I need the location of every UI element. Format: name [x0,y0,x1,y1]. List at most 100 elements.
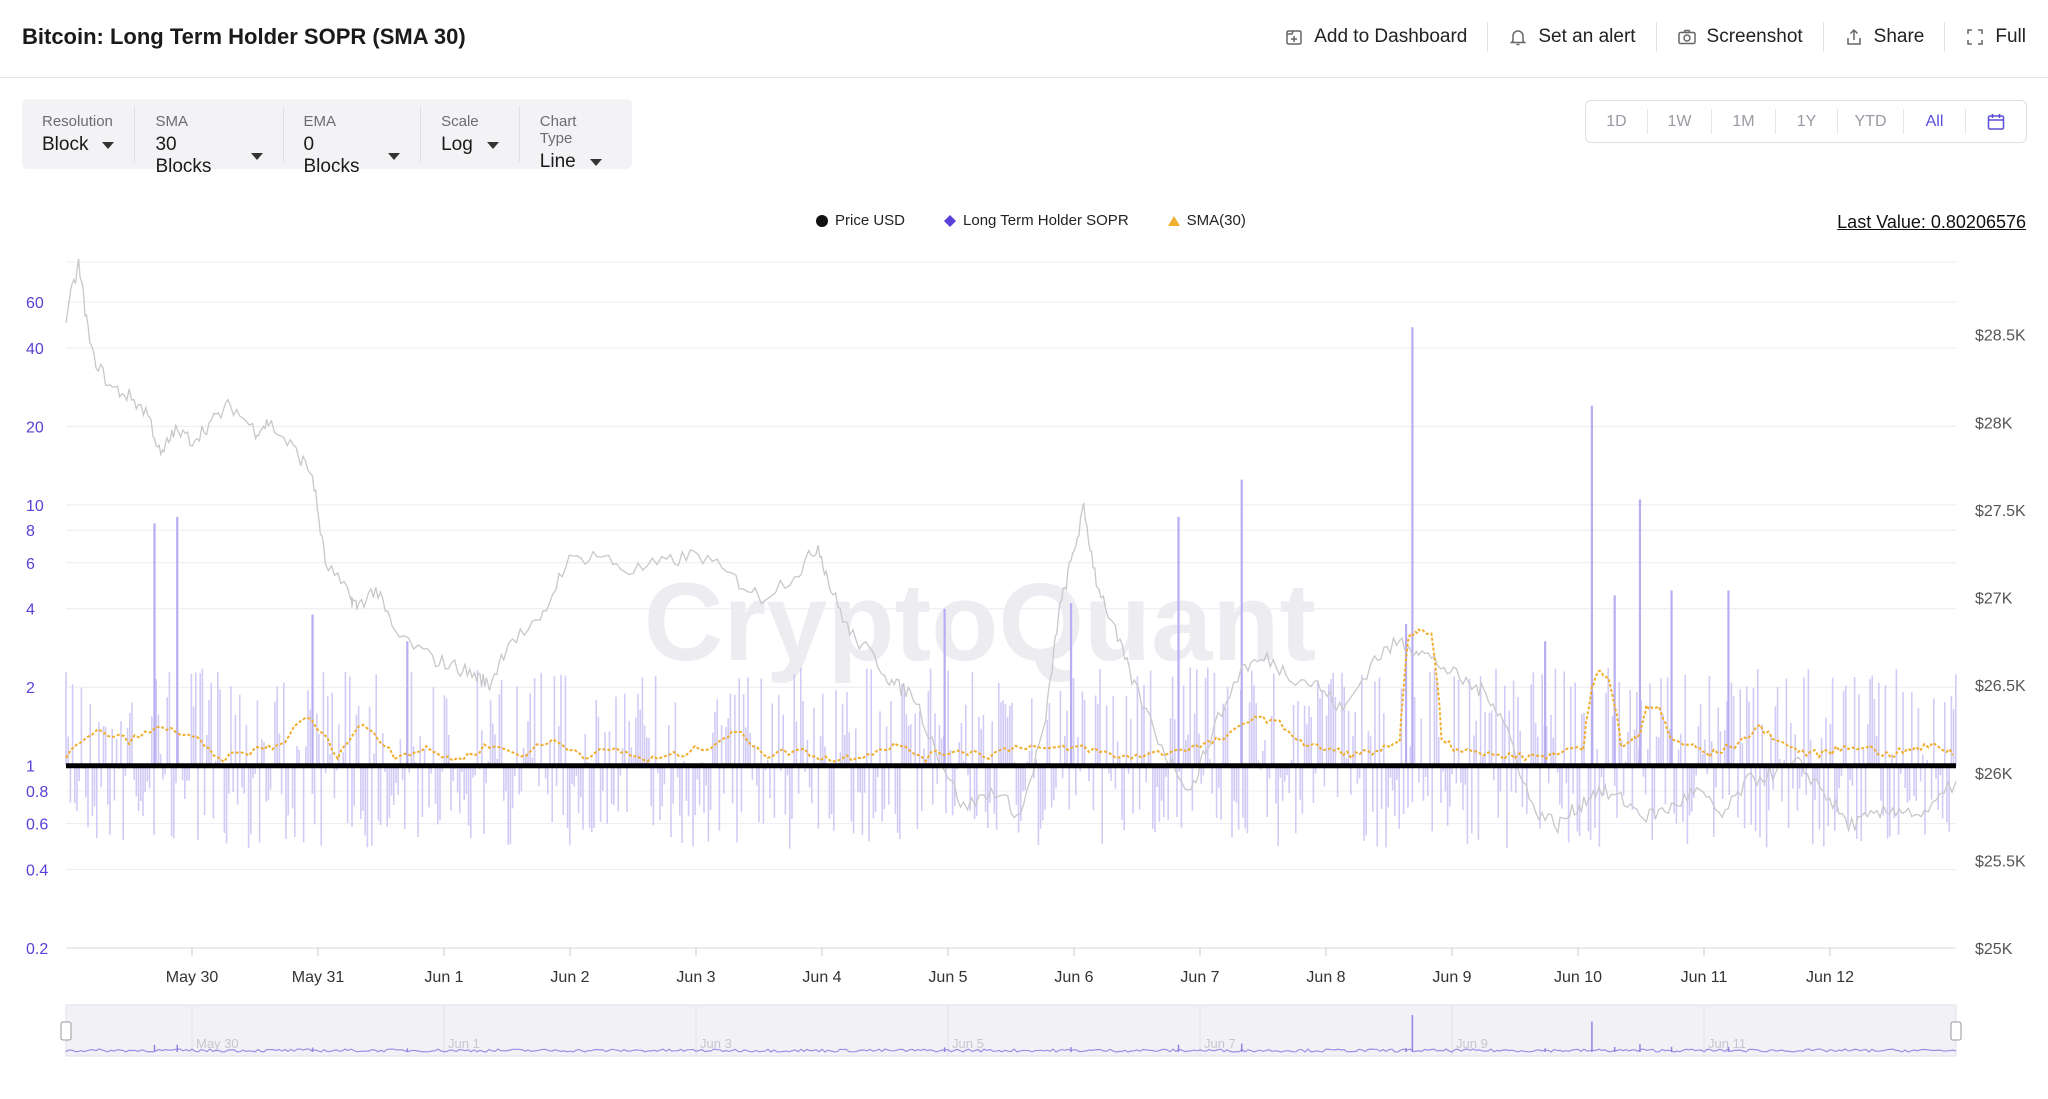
x-axis-tick-label: Jun 11 [1681,969,1728,986]
resolution-select[interactable]: Resolution Block [22,106,136,162]
action-divider [1944,22,1946,52]
screenshot-label: Screenshot [1706,26,1803,47]
chevron-down-icon [102,141,115,149]
right-axis: $28.5K $28K $27.5K $27K $26.5K $26K $25.5K $25K [1975,328,2026,958]
page-title: Bitcoin: Long Term Holder SOPR (SMA 30) [22,24,466,49]
scale-value: Log [441,134,473,155]
screenshot-button[interactable]: Screenshot [1657,22,1823,52]
left-axis-tick-label: 0.4 [26,862,48,879]
left-axis-tick-label: 0.8 [26,784,48,801]
share-icon [1846,28,1861,45]
x-axis-tick-label: May 31 [292,969,345,986]
last-value: Last Value: 0.80206576 [1837,212,2026,232]
legend-item-price[interactable]: Price USD [815,212,905,229]
right-axis-tick-label: $25.5K [1975,853,2026,870]
price-series [65,258,1957,835]
sma-label: SMA [155,113,188,130]
scale-label: Scale [441,113,479,130]
range-1m-button[interactable]: 1M [1712,109,1776,134]
x-axis-tick-label: Jun 6 [1054,969,1093,986]
range-all-button[interactable]: All [1904,109,1966,134]
navigator-tick-label: Jun 9 [1456,1036,1488,1051]
right-axis-tick-label: $28.5K [1975,328,2026,345]
range-1d-button[interactable]: 1D [1586,109,1648,134]
action-divider [1822,22,1824,52]
circle-marker-icon [816,214,828,227]
share-label: Share [1873,26,1925,47]
left-axis: 60 40 20 10 8 6 4 2 1 0.8 0.6 0.4 0.2 [26,295,48,958]
chart-type-select[interactable]: Chart Type Line [520,106,632,172]
navigator-tick-label: May 30 [196,1036,239,1051]
ema-label: EMA [303,113,337,130]
x-axis: May 30 May 31 Jun 1 Jun 2 Jun 3 Jun 4 Jun 5 Jun… [66,947,1956,986]
range-selector: 1D 1W 1M 1Y YTD All [1585,100,2027,143]
navigator-handle-right[interactable] [1950,1021,1962,1041]
sma-line [65,628,1954,764]
range-ytd-button[interactable]: YTD [1838,109,1904,134]
left-axis-tick-label: 10 [26,498,44,515]
range-1w-button[interactable]: 1W [1648,109,1712,134]
x-axis-tick-label: May 30 [166,969,219,986]
triangle-marker-icon [1167,215,1180,226]
sma-select[interactable]: SMA 30 Blocks [135,106,284,177]
set-alert-button[interactable]: Set an alert [1488,22,1655,52]
navigator-tick-label: Jun 7 [1204,1036,1236,1051]
fullscreen-label: Full [1995,26,2026,47]
range-1y-button[interactable]: 1Y [1776,109,1838,134]
sma-value: 30 Blocks [155,134,212,177]
calendar-button[interactable] [1966,109,2026,134]
left-axis-tick-label: 60 [26,295,44,312]
add-to-dashboard-button[interactable]: Add to Dashboard [1264,22,1487,52]
navigator-tick-label: Jun 5 [952,1036,984,1051]
right-axis-tick-label: $27K [1975,591,2013,608]
diamond-marker-icon [944,214,957,227]
navigator-background [65,1004,1957,1057]
left-axis-tick-label: 6 [26,556,35,573]
right-axis-tick-label: $26K [1975,766,2013,783]
x-axis-tick-label: Jun 2 [550,969,589,986]
left-axis-tick-label: 2 [26,680,35,697]
chevron-down-icon [250,152,263,160]
chevron-down-icon [589,158,602,166]
chevron-down-icon [388,152,401,160]
legend-item-sopr[interactable]: Long Term Holder SOPR [943,212,1129,229]
navigator-handle-left[interactable] [60,1021,72,1041]
header-actions: Add to Dashboard Set an alert Screenshot… [1264,22,2026,52]
chart-type-label: Chart Type [539,113,577,147]
left-axis-tick-label: 8 [26,523,35,540]
fullscreen-icon [1967,29,1984,45]
x-axis-tick-label: Jun 4 [802,969,841,986]
fullscreen-button[interactable]: Full [1945,22,2026,52]
right-axis-tick-label: $26.5K [1975,678,2026,695]
x-axis-tick-label: Jun 1 [424,969,463,986]
chart-type-value: Line [539,151,576,172]
chart-controls: Resolution Block SMA 30 Blocks EMA 0 Blo… [22,99,632,177]
bell-icon [1510,30,1527,46]
chart-legend: Price USD Long Term Holder SOPR SMA(30) [815,212,1246,229]
ema-value: 0 Blocks [303,134,360,177]
price-line [65,258,1957,835]
action-divider [1487,22,1489,52]
add-to-dashboard-label: Add to Dashboard [1314,26,1468,47]
camera-icon [1677,29,1696,45]
add-dashboard-icon [1286,30,1302,45]
x-axis-tick-label: Jun 3 [676,969,715,986]
x-axis-tick-label: Jun 5 [928,969,967,986]
navigator-tick-label: Jun 11 [1708,1036,1746,1051]
chevron-down-icon [486,141,499,149]
ema-select[interactable]: EMA 0 Blocks [284,106,422,177]
x-axis-tick-label: Jun 9 [1432,969,1471,986]
action-divider [1655,22,1657,52]
share-button[interactable]: Share [1824,22,1945,52]
legend-label-sma: SMA(30) [1186,212,1246,229]
sopr-texture [65,667,1957,849]
x-axis-tick-label: Jun 8 [1306,969,1345,986]
legend-label-sopr: Long Term Holder SOPR [963,212,1129,229]
legend-item-sma[interactable]: SMA(30) [1167,212,1246,229]
scale-select[interactable]: Scale Log [421,106,520,162]
sopr-series [65,327,1957,849]
x-axis-tick-label: Jun 10 [1554,969,1602,986]
navigator: May 30 Jun 1 Jun 3 Jun 5 Jun 7 Jun 9 Jun 11 [60,1004,1962,1057]
calendar-icon [1987,113,2005,130]
